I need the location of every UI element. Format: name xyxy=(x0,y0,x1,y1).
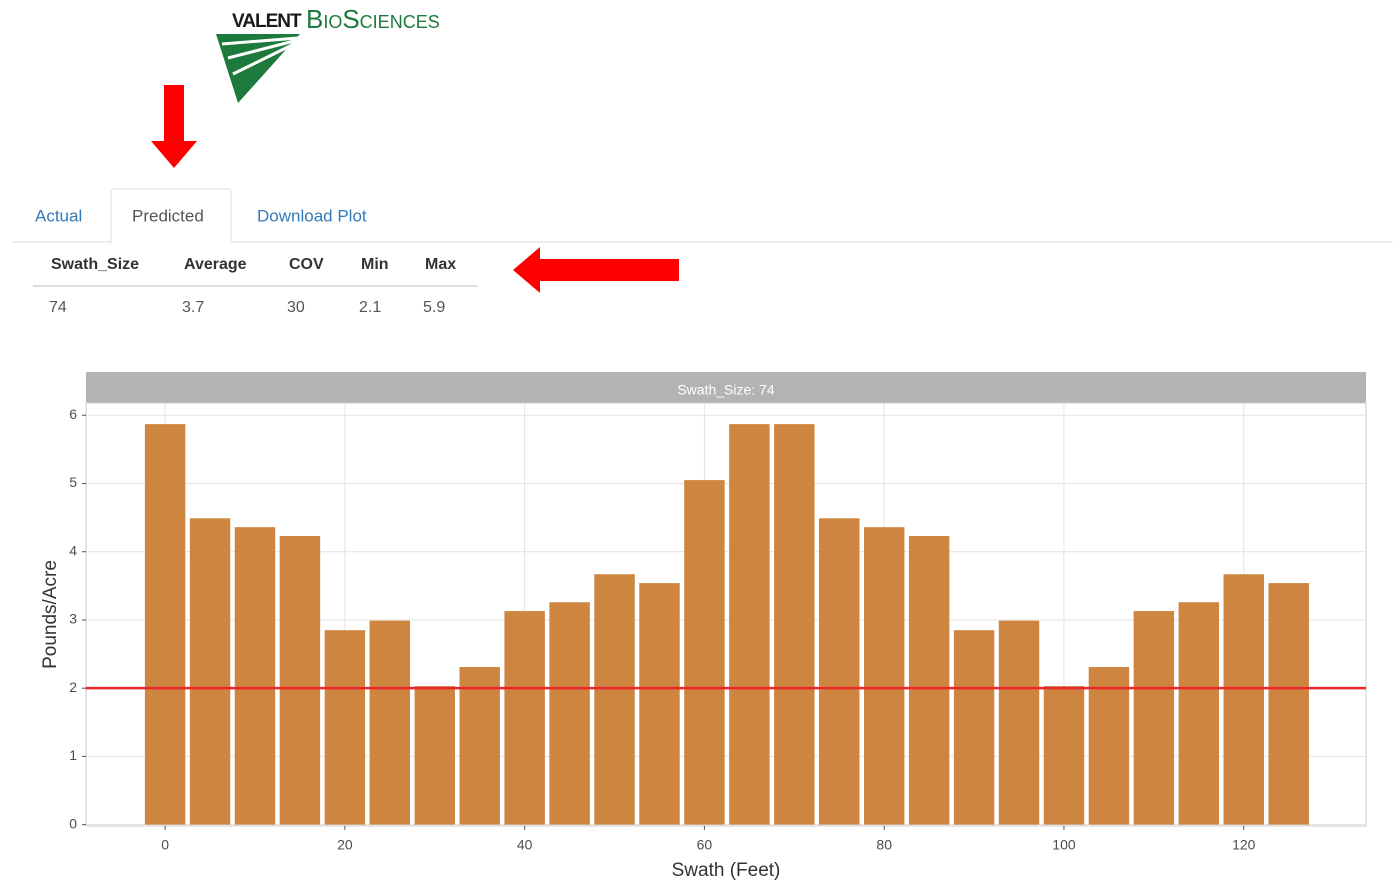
logo-name: BioSciences xyxy=(306,4,440,34)
bar xyxy=(1133,611,1175,825)
bar xyxy=(729,424,770,825)
table-header: COV xyxy=(289,256,324,273)
table-cell: 5.9 xyxy=(423,299,445,316)
x-tick-label: 100 xyxy=(1052,837,1076,853)
table-header: Swath_Size xyxy=(51,256,139,273)
x-tick-label: 40 xyxy=(517,837,533,853)
y-tick-label: 1 xyxy=(69,747,77,763)
y-axis-label: Pounds/Acre xyxy=(40,560,61,669)
bar xyxy=(1178,602,1220,825)
x-tick-label: 60 xyxy=(697,837,713,853)
x-tick-label: 20 xyxy=(337,837,353,853)
bar xyxy=(908,536,950,825)
bar xyxy=(863,527,905,825)
bar xyxy=(998,620,1040,825)
y-tick-label: 2 xyxy=(69,679,77,695)
bar xyxy=(279,536,321,825)
bar xyxy=(414,686,455,825)
bar xyxy=(1223,574,1264,825)
y-tick-label: 5 xyxy=(69,474,77,490)
table-cell: 30 xyxy=(287,299,305,316)
bar xyxy=(953,630,995,825)
table-header: Min xyxy=(361,256,389,273)
y-tick-label: 4 xyxy=(69,542,77,558)
bar xyxy=(774,424,815,825)
logo: VALENT BioSciences xyxy=(216,4,440,103)
bar xyxy=(504,611,545,825)
bar xyxy=(459,667,500,825)
strip-label: Swath_Size: 74 xyxy=(677,382,774,398)
logo-brand: VALENT xyxy=(232,11,302,32)
table-cell: 74 xyxy=(49,299,67,316)
table-cell: 2.1 xyxy=(359,299,381,316)
bar xyxy=(1043,686,1085,825)
x-axis-label: Swath (Feet) xyxy=(672,860,781,881)
bar xyxy=(639,583,680,825)
y-tick-label: 0 xyxy=(69,815,77,831)
table-cell: 3.7 xyxy=(182,299,204,316)
bar xyxy=(1088,667,1130,825)
annotation-arrow xyxy=(151,85,679,293)
tab[interactable]: Actual xyxy=(35,206,82,225)
bar xyxy=(819,518,860,825)
strip xyxy=(86,372,1366,403)
bar xyxy=(324,630,366,825)
y-tick-label: 3 xyxy=(69,611,77,627)
y-tick-label: 6 xyxy=(69,406,77,422)
bar xyxy=(234,527,276,825)
table-header: Average xyxy=(184,256,247,273)
table-header: Max xyxy=(425,256,456,273)
tab[interactable]: Predicted xyxy=(132,206,204,225)
bar xyxy=(549,602,590,825)
bar xyxy=(369,620,411,825)
x-tick-label: 80 xyxy=(876,837,892,853)
bar xyxy=(189,518,231,825)
bar xyxy=(594,574,635,825)
bar xyxy=(144,424,186,825)
bar xyxy=(1268,583,1309,825)
x-tick-label: 0 xyxy=(161,837,169,853)
bar xyxy=(684,480,725,825)
tab[interactable]: Download Plot xyxy=(257,206,367,225)
active-tab xyxy=(110,188,232,243)
x-tick-label: 120 xyxy=(1232,837,1256,853)
